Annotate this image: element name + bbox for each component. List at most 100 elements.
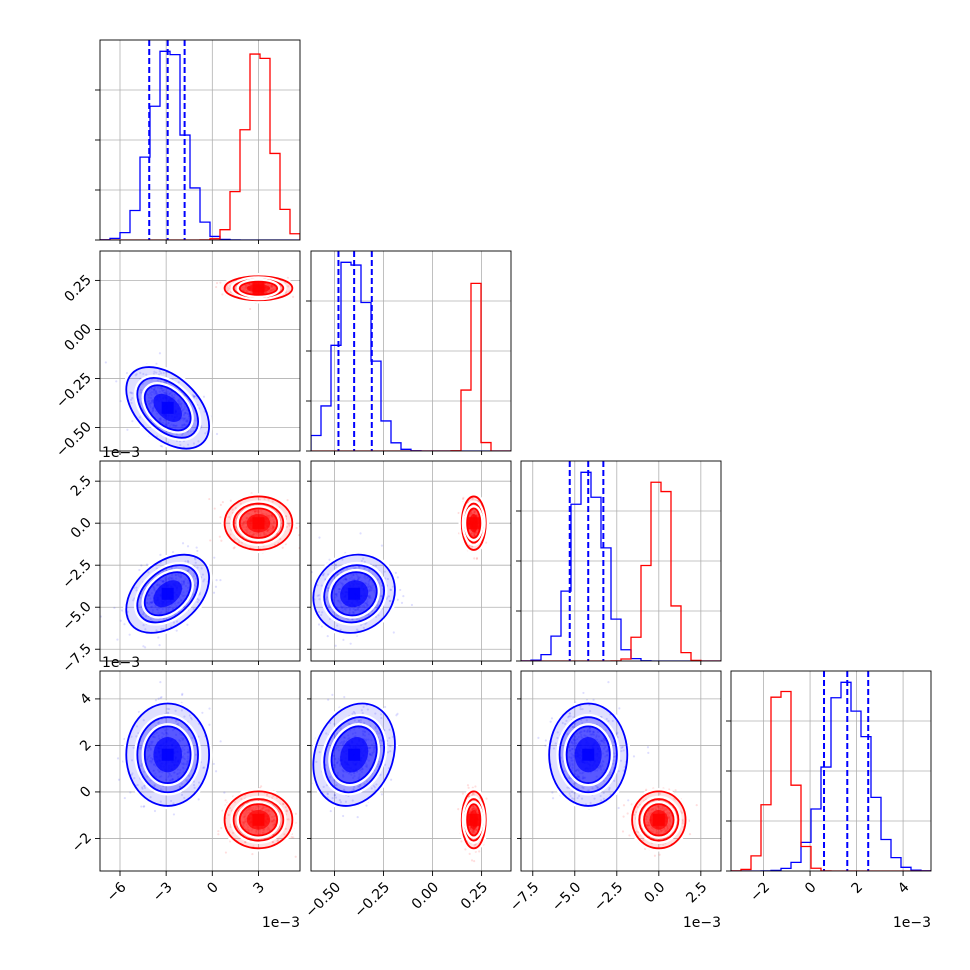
scatter-point — [242, 520, 246, 524]
scatter-point — [149, 597, 152, 600]
scatter-point — [369, 596, 372, 600]
scatter-point — [186, 757, 189, 760]
scatter-point — [340, 740, 344, 744]
scatter-point — [327, 698, 330, 701]
scatter-point — [144, 614, 148, 618]
scatter-point — [272, 819, 275, 822]
scatter-point — [249, 283, 252, 286]
scatter-point — [165, 611, 168, 614]
scatter-point — [325, 598, 328, 601]
scatter-point — [161, 580, 164, 584]
scatter-point — [345, 578, 348, 581]
scatter-point — [179, 732, 182, 735]
scatter-point — [255, 532, 258, 535]
scatter-point — [171, 574, 174, 577]
scatter-point — [196, 600, 199, 604]
scatter-point — [153, 388, 156, 391]
scatter-point — [380, 595, 383, 598]
scatter-point — [320, 830, 322, 832]
contour-halo — [320, 713, 388, 796]
scatter-point — [337, 583, 340, 586]
scatter-point — [135, 735, 138, 738]
scatter-point — [244, 811, 247, 814]
scatter-point — [241, 824, 245, 827]
scatter-point — [154, 392, 158, 395]
scatter-point — [366, 576, 369, 579]
scatter-point — [391, 585, 395, 588]
scatter-point — [145, 373, 148, 376]
scatter-point — [334, 734, 337, 737]
scatter-point — [240, 286, 244, 289]
scatter-point — [368, 596, 371, 599]
scatter-point — [183, 423, 186, 426]
scatter-point — [160, 387, 163, 390]
scatter-point — [353, 785, 356, 789]
scatter-point — [354, 609, 357, 612]
scatter-point — [363, 604, 366, 607]
scatter-point — [473, 510, 476, 514]
scatter-point — [262, 531, 265, 534]
scatter-point — [148, 396, 151, 399]
scatter-point — [243, 813, 246, 816]
scatter-point — [366, 598, 369, 601]
contour-halo — [230, 500, 287, 547]
scatter-point — [475, 807, 478, 810]
scatter-point — [472, 831, 475, 834]
scatter-point — [366, 600, 369, 604]
scatter-point — [166, 393, 169, 396]
scatter-point — [186, 569, 189, 572]
scatter-point — [471, 532, 474, 535]
scatter-point — [193, 786, 196, 789]
scatter-point — [359, 721, 362, 724]
scatter-point — [185, 779, 188, 782]
scatter-point — [334, 564, 337, 567]
scatter-point — [268, 810, 271, 813]
scatter-point — [162, 580, 165, 583]
scatter-point — [338, 601, 341, 604]
scatter-point — [351, 799, 354, 802]
scatter-point — [187, 750, 190, 754]
scatter-point — [345, 606, 348, 610]
scatter-point — [180, 405, 183, 408]
scatter-point — [389, 588, 392, 591]
scatter-point — [352, 788, 355, 791]
scatter-point — [270, 515, 274, 518]
scatter-point — [352, 612, 355, 615]
scatter-point — [192, 395, 195, 398]
scatter-point — [215, 432, 219, 436]
scatter-point — [317, 610, 321, 614]
scatter-point — [171, 394, 174, 397]
scatter-point — [368, 747, 371, 750]
scatter-point — [269, 529, 272, 533]
scatter-point — [214, 770, 218, 773]
scatter-point — [156, 768, 160, 772]
panel-content — [311, 671, 511, 871]
scatter-point — [367, 580, 370, 583]
scatter-point — [389, 778, 393, 781]
scatter-point — [354, 731, 357, 734]
scatter-point — [365, 738, 368, 741]
scatter-point — [357, 776, 360, 780]
scatter-point — [193, 396, 196, 399]
scatter-point — [242, 286, 245, 289]
scatter-point — [364, 765, 367, 768]
scatter-point — [333, 793, 336, 797]
scatter-point — [168, 579, 171, 582]
x-tick-label: −0.25 — [352, 879, 394, 921]
scatter-point — [209, 539, 212, 542]
scatter-point — [354, 566, 357, 570]
scatter-point — [471, 829, 474, 832]
scatter-point — [258, 832, 261, 835]
scatter-point — [181, 762, 184, 766]
scatter-point — [395, 714, 398, 717]
scatter-point — [181, 408, 185, 412]
scatter-point — [474, 511, 477, 514]
scatter-point — [244, 528, 247, 531]
scatter-point — [475, 532, 478, 535]
scatter-point — [248, 811, 251, 814]
scatter-point — [284, 291, 288, 295]
scatter-point — [344, 800, 348, 803]
scatter-point — [151, 741, 154, 744]
scatter-point — [158, 352, 162, 355]
y-tick-label: 4 — [77, 690, 95, 708]
